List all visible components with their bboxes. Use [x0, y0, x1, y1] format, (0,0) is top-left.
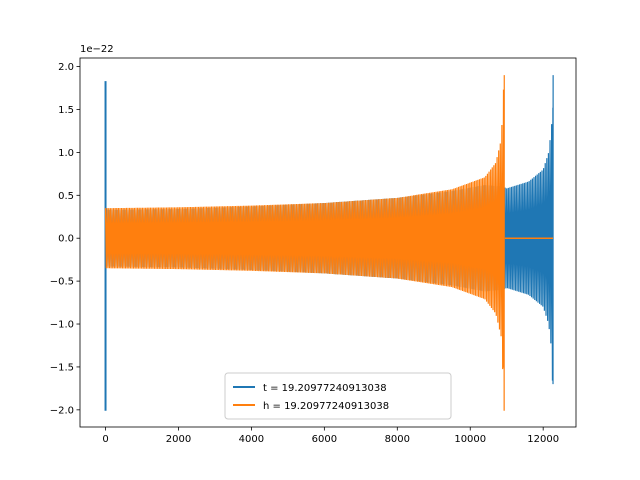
- legend-box: [224, 372, 452, 420]
- y-tick-label: −1.0: [50, 320, 74, 331]
- y-tick-label: 0.0: [58, 234, 74, 245]
- x-tick-label: 0: [102, 434, 108, 445]
- x-tick-label: 4000: [239, 434, 264, 445]
- y-offset-label: 1e−22: [80, 44, 114, 55]
- legend-label: t = 19.20977240913038: [263, 383, 387, 394]
- x-tick-label: 8000: [385, 434, 410, 445]
- y-tick-label: 0.5: [58, 191, 74, 202]
- series-line-h: [104, 75, 505, 411]
- legend: t = 19.20977240913038 h = 19.209772409130…: [224, 372, 452, 420]
- plot-area: [104, 75, 554, 411]
- y-tick-label: 1.0: [58, 148, 74, 159]
- legend-label: h = 19.20977240913038: [263, 401, 389, 412]
- x-tick-label: 6000: [312, 434, 337, 445]
- y-tick-label: 2.0: [58, 62, 74, 73]
- x-tick-label: 2000: [166, 434, 191, 445]
- series-layer: [104, 75, 554, 411]
- x-tick-label: 12000: [527, 434, 559, 445]
- y-tick-label: −2.0: [50, 405, 74, 416]
- y-tick-label: 1.5: [58, 105, 74, 116]
- axes-frame: [79, 57, 577, 428]
- y-tick-label: −0.5: [50, 277, 74, 288]
- x-tick-label: 10000: [454, 434, 486, 445]
- y-axis: −2.0 −1.5 −1.0 −0.5 0.0 0.5 1.0 1.5 2.0: [50, 62, 80, 416]
- y-tick-label: −1.5: [50, 362, 74, 373]
- x-axis: 0 2000 4000 6000 8000 10000 12000: [102, 427, 559, 445]
